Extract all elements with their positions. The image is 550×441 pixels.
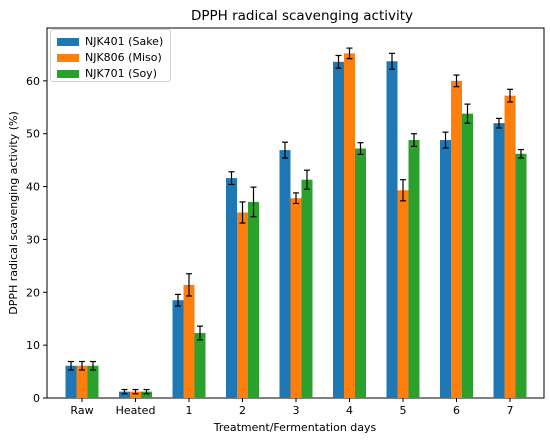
x-tick-label-5: 4 (346, 404, 353, 417)
legend-item-sake: NJK401 (Sake) (57, 34, 164, 49)
bar-1-4 (290, 198, 302, 398)
x-tick-label-6: 5 (400, 404, 407, 417)
x-axis-label: Treatment/Fermentation days (213, 421, 377, 434)
bars-layer (65, 53, 527, 399)
bar-1-1 (130, 391, 141, 398)
y-tick-label-3: 30 (26, 233, 40, 246)
error-bars-layer (68, 47, 524, 395)
bar-0-3 (226, 178, 237, 398)
bar-2-6 (408, 140, 420, 399)
y-tick-label-5: 50 (26, 128, 40, 141)
bar-2-2 (194, 332, 206, 398)
bar-2-0 (87, 365, 99, 398)
y-tick-label-4: 40 (26, 181, 40, 194)
x-tick-label-4: 3 (293, 404, 300, 417)
x-tick-label-1: Heated (116, 404, 156, 417)
legend-label-miso: NJK806 (Miso) (85, 51, 162, 64)
bar-0-1 (119, 391, 130, 398)
y-tick-label-2: 20 (26, 286, 40, 299)
chart-title: DPPH radical scavenging activity (191, 8, 413, 24)
bar-2-1 (141, 391, 152, 398)
legend-item-miso: NJK806 (Miso) (57, 50, 164, 65)
legend-item-soy: NJK701 (Soy) (57, 66, 164, 81)
y-axis-label: DPPH radical scavenging activity (%) (7, 111, 20, 314)
bar-1-5 (344, 53, 355, 398)
legend-label-soy: NJK701 (Soy) (85, 67, 157, 80)
y-tick-label-6: 60 (26, 75, 40, 88)
bar-0-7 (440, 140, 451, 399)
y-tick-label-1: 10 (26, 339, 40, 352)
bar-2-4 (301, 179, 313, 398)
bar-0-6 (386, 61, 398, 399)
bar-1-6 (397, 190, 409, 398)
legend-swatch-miso (57, 53, 79, 62)
bar-0-4 (279, 150, 291, 398)
bar-0-5 (333, 61, 344, 398)
bar-2-7 (462, 113, 473, 398)
bar-1-3 (237, 212, 248, 398)
legend-swatch-soy (57, 69, 79, 78)
y-tick-label-0: 0 (33, 392, 40, 405)
x-tick-label-3: 2 (239, 404, 246, 417)
bar-1-8 (504, 95, 516, 399)
bar-2-8 (515, 153, 527, 398)
x-tick-label-8: 7 (507, 404, 514, 417)
y-axis: 0 10 20 30 40 50 60 (26, 75, 47, 405)
bar-1-0 (76, 365, 88, 398)
x-tick-label-0: Raw (70, 404, 93, 417)
legend-swatch-sake (57, 37, 79, 46)
bar-0-2 (172, 300, 184, 398)
bar-0-8 (493, 123, 505, 399)
x-axis: Raw Heated 1 2 3 4 5 6 7 (70, 398, 514, 417)
bar-1-2 (183, 284, 195, 398)
bar-1-7 (451, 80, 462, 398)
bar-2-3 (248, 201, 259, 398)
x-tick-label-7: 6 (453, 404, 460, 417)
bar-2-5 (355, 148, 366, 398)
x-tick-label-2: 1 (186, 404, 193, 417)
bar-0-0 (65, 365, 77, 398)
chart-legend: NJK401 (Sake) NJK806 (Miso) NJK701 (Soy) (50, 29, 171, 82)
legend-label-sake: NJK401 (Sake) (85, 35, 164, 48)
